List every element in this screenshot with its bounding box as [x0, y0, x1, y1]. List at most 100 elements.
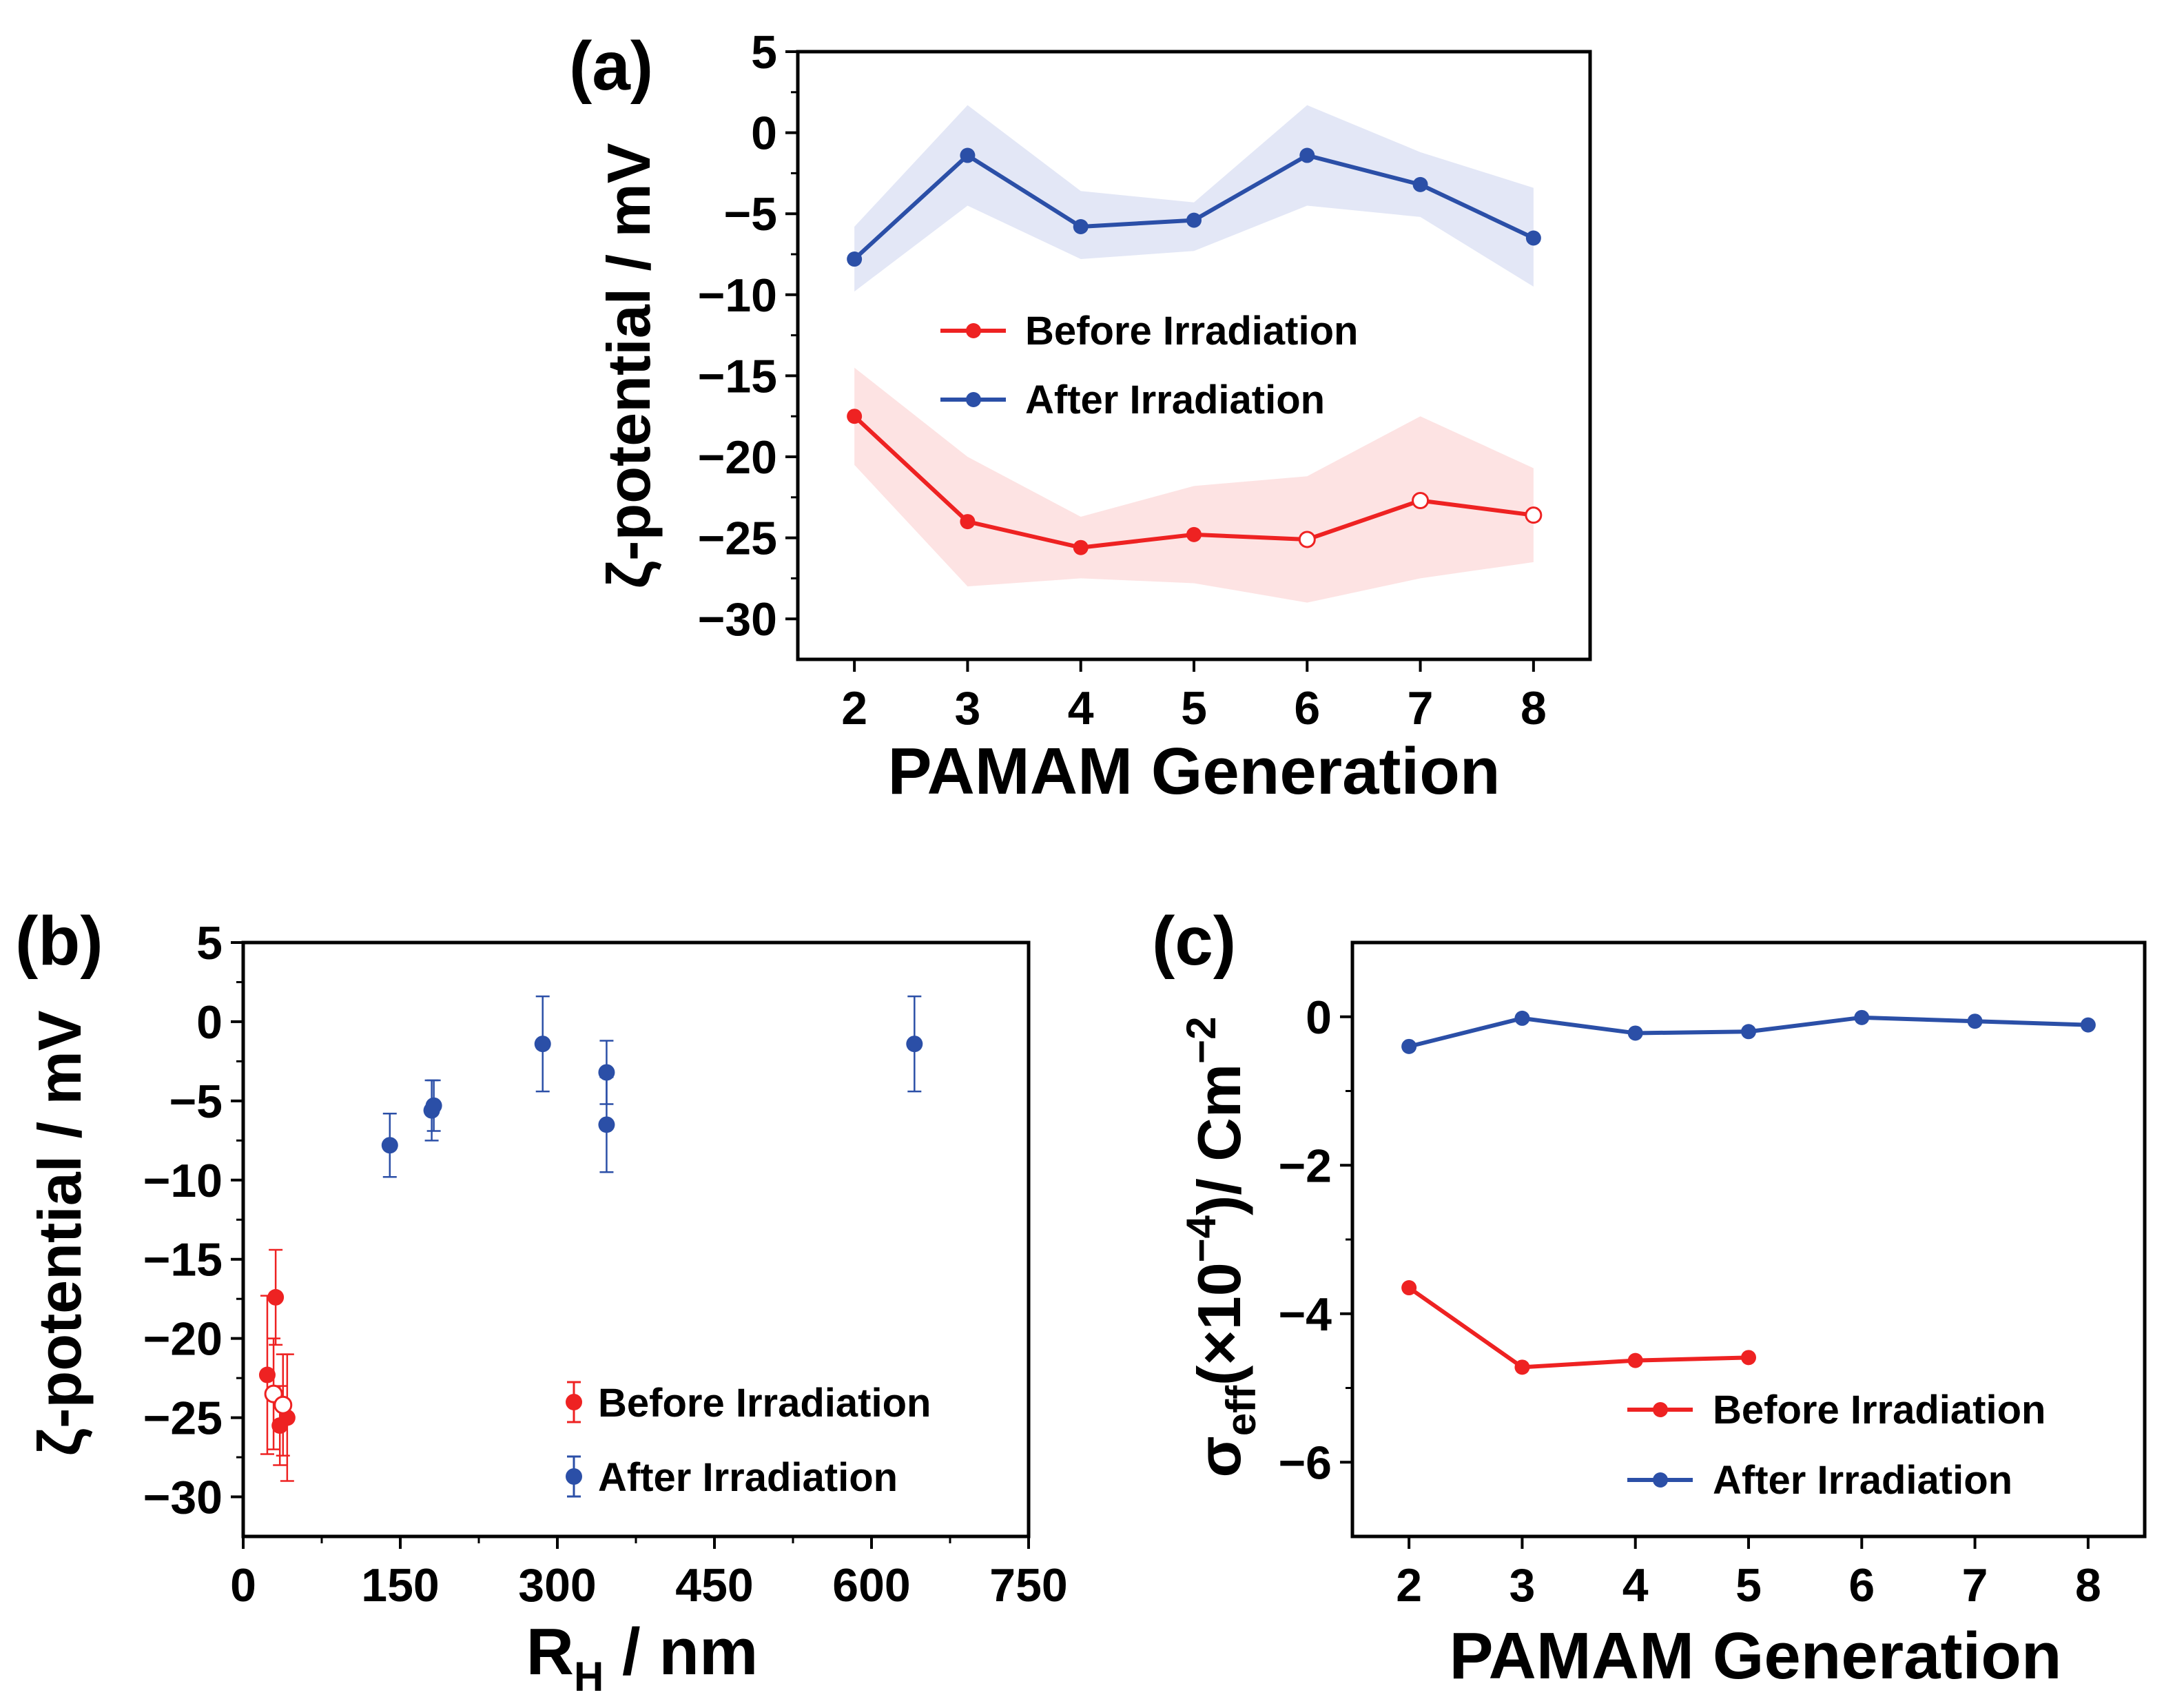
data-point-before [960, 514, 976, 530]
legend-a-after-label: After Irradiation [1025, 378, 1325, 422]
data-point-after [2080, 1017, 2096, 1033]
y-tick-label: −30 [698, 593, 777, 646]
data-point-after [960, 147, 976, 163]
legend-a-after-marker [966, 392, 981, 407]
panel-b-xlabel: RH / nm [526, 1615, 759, 1700]
panel-a-xlabel: PAMAM Generation [888, 734, 1501, 808]
y-tick-label: 5 [751, 26, 777, 79]
data-point-before [1741, 1350, 1756, 1366]
y-tick-label: −10 [698, 269, 777, 322]
data-point-after [425, 1097, 442, 1114]
y-tick-label: −20 [143, 1313, 223, 1366]
data-point-after [1854, 1009, 1870, 1025]
y-tick-label: −25 [143, 1392, 223, 1445]
data-point-before [1073, 539, 1089, 555]
panel-c-legend: Before Irradiation After Irradiation [1627, 1388, 2046, 1503]
series-after-band [854, 105, 1534, 292]
x-tick-label: 3 [1509, 1559, 1536, 1612]
legend-b-before-marker [566, 1394, 582, 1410]
y-tick-label: 0 [751, 107, 777, 160]
data-point-after [1401, 1038, 1417, 1054]
y-tick-label: −5 [723, 188, 777, 240]
data-point-before [847, 409, 863, 424]
data-point-after [1073, 219, 1089, 235]
data-point-before [1412, 492, 1430, 510]
y-tick-label: 0 [1306, 991, 1332, 1044]
x-tick-label: 3 [955, 682, 981, 734]
panel-c-label: (c) [1152, 903, 1236, 980]
data-point-after [534, 1036, 551, 1053]
data-point-after [1186, 212, 1202, 228]
y-tick-label: 5 [196, 917, 223, 969]
data-point-after [1299, 147, 1315, 163]
data-point-before [1298, 531, 1316, 548]
data-point-before [1525, 506, 1543, 524]
data-point-after [847, 251, 863, 267]
panel-b-frame [241, 940, 1031, 1539]
y-tick-label: 0 [196, 996, 223, 1049]
x-tick-label: 750 [989, 1559, 1067, 1612]
y-tick-label: −4 [1278, 1288, 1332, 1341]
series-before-line [1408, 1286, 1749, 1370]
legend-c-before-label: Before Irradiation [1713, 1388, 2046, 1432]
legend-b-after-label: After Irradiation [598, 1455, 898, 1500]
panel-c: (c) 2 3 4 5 6 7 8 0 −2 −4 −6 PAMAM Generation σef… [1152, 903, 2147, 1693]
legend-b-before-label: Before Irradiation [598, 1381, 931, 1426]
data-point-after [1741, 1024, 1756, 1040]
y-tick-label: −20 [698, 431, 777, 484]
panel-b-label: (b) [15, 903, 103, 980]
legend-c-before-marker [1653, 1402, 1668, 1417]
x-tick-label: 150 [361, 1559, 439, 1612]
data-point-after [1627, 1025, 1643, 1041]
data-point-after [1412, 176, 1428, 192]
y-tick-label: −15 [698, 350, 777, 402]
x-tick-label: 5 [1181, 682, 1207, 734]
legend-c-after-label: After Irradiation [1713, 1458, 2012, 1503]
x-tick-label: 6 [1848, 1559, 1875, 1612]
panel-b-ylabel: ζ-potential / mV [25, 1010, 94, 1456]
series-before-band [854, 367, 1534, 603]
panel-b-legend: Before Irradiation After Irradiation [566, 1381, 931, 1500]
data-point-after [1967, 1014, 1983, 1029]
panel-a: (a) 2 3 4 5 6 7 8 5 0 −5 −10 −15 −20 −25 −30 PAMAM Ge… [569, 26, 1592, 808]
data-point-before [1627, 1352, 1643, 1368]
x-tick-label: 2 [1396, 1559, 1422, 1612]
data-point-before [1514, 1359, 1530, 1375]
data-point-after [598, 1064, 615, 1081]
y-tick-label: −25 [698, 513, 777, 565]
panel-b: (b) 0 150 300 450 600 750 5 0 −5 −10 −15 −20 −25 −30… [15, 903, 1068, 1700]
x-tick-label: 4 [1068, 682, 1094, 734]
x-tick-label: 0 [230, 1559, 256, 1612]
data-point-after [1514, 1010, 1530, 1026]
data-point-before [258, 1366, 276, 1383]
y-tick-label: −2 [1278, 1140, 1332, 1192]
data-point-after [1525, 230, 1541, 246]
data-point-before [1401, 1280, 1417, 1296]
panel-a-ylabel: ζ-potential / mV [595, 143, 663, 588]
data-point-before [267, 1288, 285, 1306]
x-tick-label: 7 [1408, 682, 1434, 734]
x-tick-label: 8 [2075, 1559, 2101, 1612]
x-tick-label: 8 [1521, 682, 1547, 734]
x-tick-label: 5 [1735, 1559, 1762, 1612]
x-tick-label: 4 [1622, 1559, 1649, 1612]
y-tick-label: −30 [143, 1472, 223, 1524]
y-tick-label: −5 [169, 1076, 223, 1128]
y-tick-label: −15 [143, 1234, 223, 1286]
data-point-after [381, 1137, 398, 1154]
legend-b-after-marker [566, 1468, 582, 1485]
data-point-after [906, 1036, 923, 1053]
panel-a-legend: Before Irradiation After Irradiation [940, 309, 1358, 422]
x-tick-label: 600 [832, 1559, 910, 1612]
panel-a-label: (a) [569, 28, 653, 105]
y-tick-label: −10 [143, 1155, 223, 1207]
data-point-before [1186, 526, 1202, 542]
panel-c-ylabel: σeff(×10−4)/ Cm−2 [1178, 1017, 1264, 1478]
panel-c-xlabel: PAMAM Generation [1450, 1619, 2062, 1693]
x-tick-label: 7 [1962, 1559, 1988, 1612]
x-tick-label: 300 [518, 1559, 596, 1612]
legend-a-before-label: Before Irradiation [1025, 309, 1358, 353]
x-tick-label: 2 [841, 682, 867, 734]
legend-a-before-marker [966, 323, 981, 338]
